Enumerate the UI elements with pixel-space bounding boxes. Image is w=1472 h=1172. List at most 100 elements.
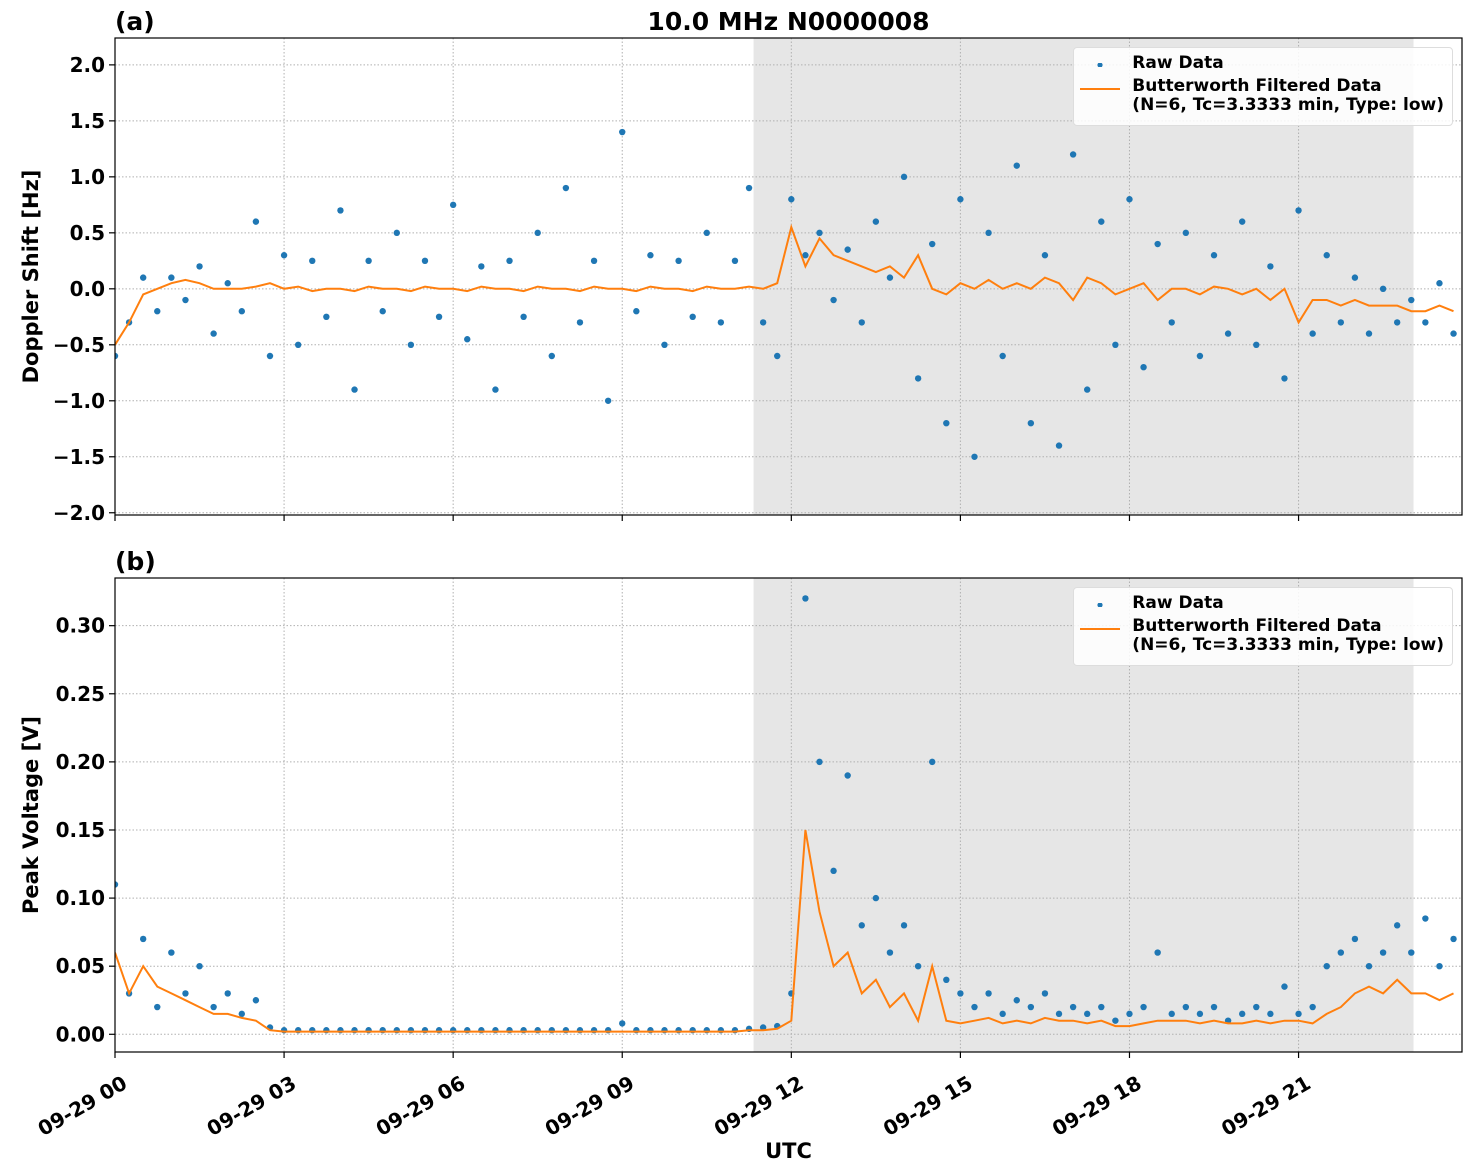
raw-point	[858, 922, 865, 929]
raw-point	[830, 867, 837, 875]
raw-point	[294, 341, 302, 349]
raw-point	[844, 246, 851, 253]
raw-point	[872, 218, 880, 225]
raw-point	[1393, 319, 1401, 326]
raw-point	[210, 1003, 217, 1011]
raw-point	[619, 128, 626, 136]
legend-label: Raw Data	[1132, 593, 1224, 613]
y-tick-label: 0.0	[70, 277, 105, 301]
raw-point	[1323, 962, 1330, 970]
y-tick-label: 0.05	[56, 954, 105, 978]
raw-point	[139, 935, 147, 943]
raw-point	[830, 296, 837, 304]
raw-point	[858, 319, 865, 326]
legend-label: Raw Data	[1132, 53, 1224, 73]
raw-point	[1238, 218, 1246, 225]
raw-point	[1140, 1003, 1147, 1011]
legend-swatch	[1097, 63, 1103, 67]
raw-point	[1112, 1017, 1119, 1024]
raw-point	[1267, 263, 1274, 270]
raw-point	[351, 386, 358, 393]
raw-point	[1436, 280, 1443, 287]
raw-point	[1013, 162, 1020, 169]
raw-point	[238, 1010, 246, 1018]
raw-point	[1393, 922, 1401, 929]
raw-point	[1337, 949, 1345, 956]
raw-point	[1098, 218, 1105, 225]
raw-point	[393, 229, 400, 237]
raw-point	[576, 319, 584, 326]
raw-point	[1337, 319, 1345, 326]
raw-point	[1450, 330, 1457, 337]
raw-point	[421, 257, 429, 265]
raw-point	[1253, 1003, 1260, 1011]
filtered-line	[115, 829, 1454, 1033]
raw-point	[647, 252, 654, 259]
axes-frame	[114, 37, 1463, 516]
raw-point	[943, 419, 950, 427]
raw-point	[196, 263, 203, 270]
raw-point	[900, 922, 908, 929]
raw-point	[1379, 949, 1387, 956]
raw-point	[365, 257, 372, 265]
raw-point	[1309, 1003, 1316, 1011]
y-tick-label: 0.10	[56, 886, 105, 910]
legend-marker	[1097, 603, 1103, 607]
raw-point	[886, 949, 894, 956]
raw-point	[435, 313, 443, 321]
raw-point	[252, 997, 260, 1004]
raw-point	[900, 173, 908, 181]
panel-label: (a)	[115, 7, 155, 36]
y-axis-label: Peak Voltage [V]	[19, 716, 43, 914]
raw-point	[1084, 1010, 1091, 1018]
raw-point	[1055, 1010, 1063, 1018]
raw-point	[1295, 207, 1302, 214]
raw-point	[1422, 915, 1429, 922]
legend-swatch	[1097, 603, 1103, 607]
raw-point	[379, 308, 386, 315]
raw-point	[323, 313, 330, 321]
raw-point	[478, 263, 485, 270]
x-tick-label: 09-29 09	[541, 1071, 639, 1141]
raw-point	[1379, 285, 1387, 293]
raw-point	[604, 397, 612, 404]
raw-point	[844, 772, 851, 779]
raw-point	[182, 990, 189, 997]
raw-point	[1069, 1003, 1077, 1011]
raw-point	[590, 257, 598, 265]
raw-point	[520, 313, 527, 321]
raw-point	[802, 595, 809, 602]
raw-point	[1196, 352, 1204, 360]
y-axis-label: Doppler Shift [Hz]	[19, 170, 43, 384]
raw-point	[1436, 962, 1443, 970]
raw-point	[774, 352, 781, 360]
raw-point	[154, 308, 161, 315]
raw-point	[759, 319, 767, 326]
raw-point	[999, 352, 1006, 360]
x-axis-label: UTC	[765, 1139, 812, 1163]
raw-point	[914, 962, 922, 970]
raw-point	[337, 207, 344, 214]
x-tick-label: 09-29 15	[879, 1071, 977, 1141]
x-tick-label: 09-29 06	[372, 1071, 470, 1141]
raw-point	[1126, 196, 1133, 203]
raw-point	[1013, 997, 1020, 1004]
raw-point	[210, 330, 217, 337]
raw-point	[1126, 1010, 1133, 1018]
raw-point	[999, 1010, 1006, 1018]
raw-point	[1182, 1003, 1190, 1011]
raw-point	[1140, 363, 1147, 371]
raw-point	[1027, 419, 1035, 427]
raw-point	[1351, 935, 1359, 943]
raw-point	[1281, 983, 1288, 990]
raw-point	[1182, 229, 1190, 237]
raw-point	[309, 257, 316, 265]
raw-point	[139, 274, 147, 281]
raw-point	[182, 296, 189, 304]
legend-marker	[1097, 63, 1103, 67]
raw-point	[1210, 1003, 1218, 1011]
axes-frame	[114, 577, 1463, 1053]
raw-point	[1365, 330, 1373, 337]
raw-point	[802, 252, 809, 259]
